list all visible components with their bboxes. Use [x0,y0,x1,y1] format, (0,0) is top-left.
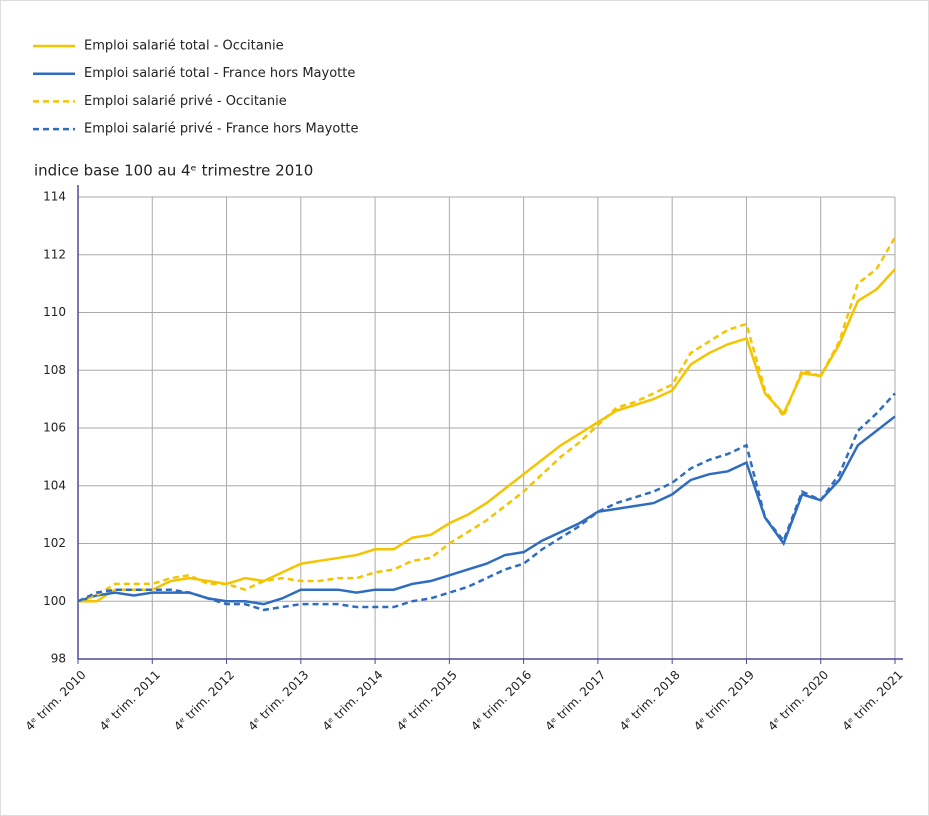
y-tick-label: 112 [43,247,66,261]
legend-label: Emploi salarié total - France hors Mayot… [84,66,355,81]
series-line [78,268,896,603]
legend-label: Emploi salarié privé - Occitanie [84,94,287,109]
series-line [77,236,897,603]
legend-label: Emploi salarié privé - France hors Mayot… [84,122,359,137]
y-tick-label: 100 [43,594,66,608]
y-tick-label: 108 [43,363,66,377]
axis-title: indice base 100 au 4ᵉ trimestre 2010 [34,162,313,180]
y-tick-label: 104 [43,478,66,492]
y-tick-label: 102 [43,536,66,550]
series-line [77,392,896,612]
series-line [77,415,896,606]
y-tick-label: 114 [43,190,66,204]
legend-label: Emploi salarié total - Occitanie [84,39,284,54]
y-tick-label: 98 [51,652,66,666]
y-tick-label: 106 [43,421,66,435]
y-tick-label: 110 [43,305,66,319]
